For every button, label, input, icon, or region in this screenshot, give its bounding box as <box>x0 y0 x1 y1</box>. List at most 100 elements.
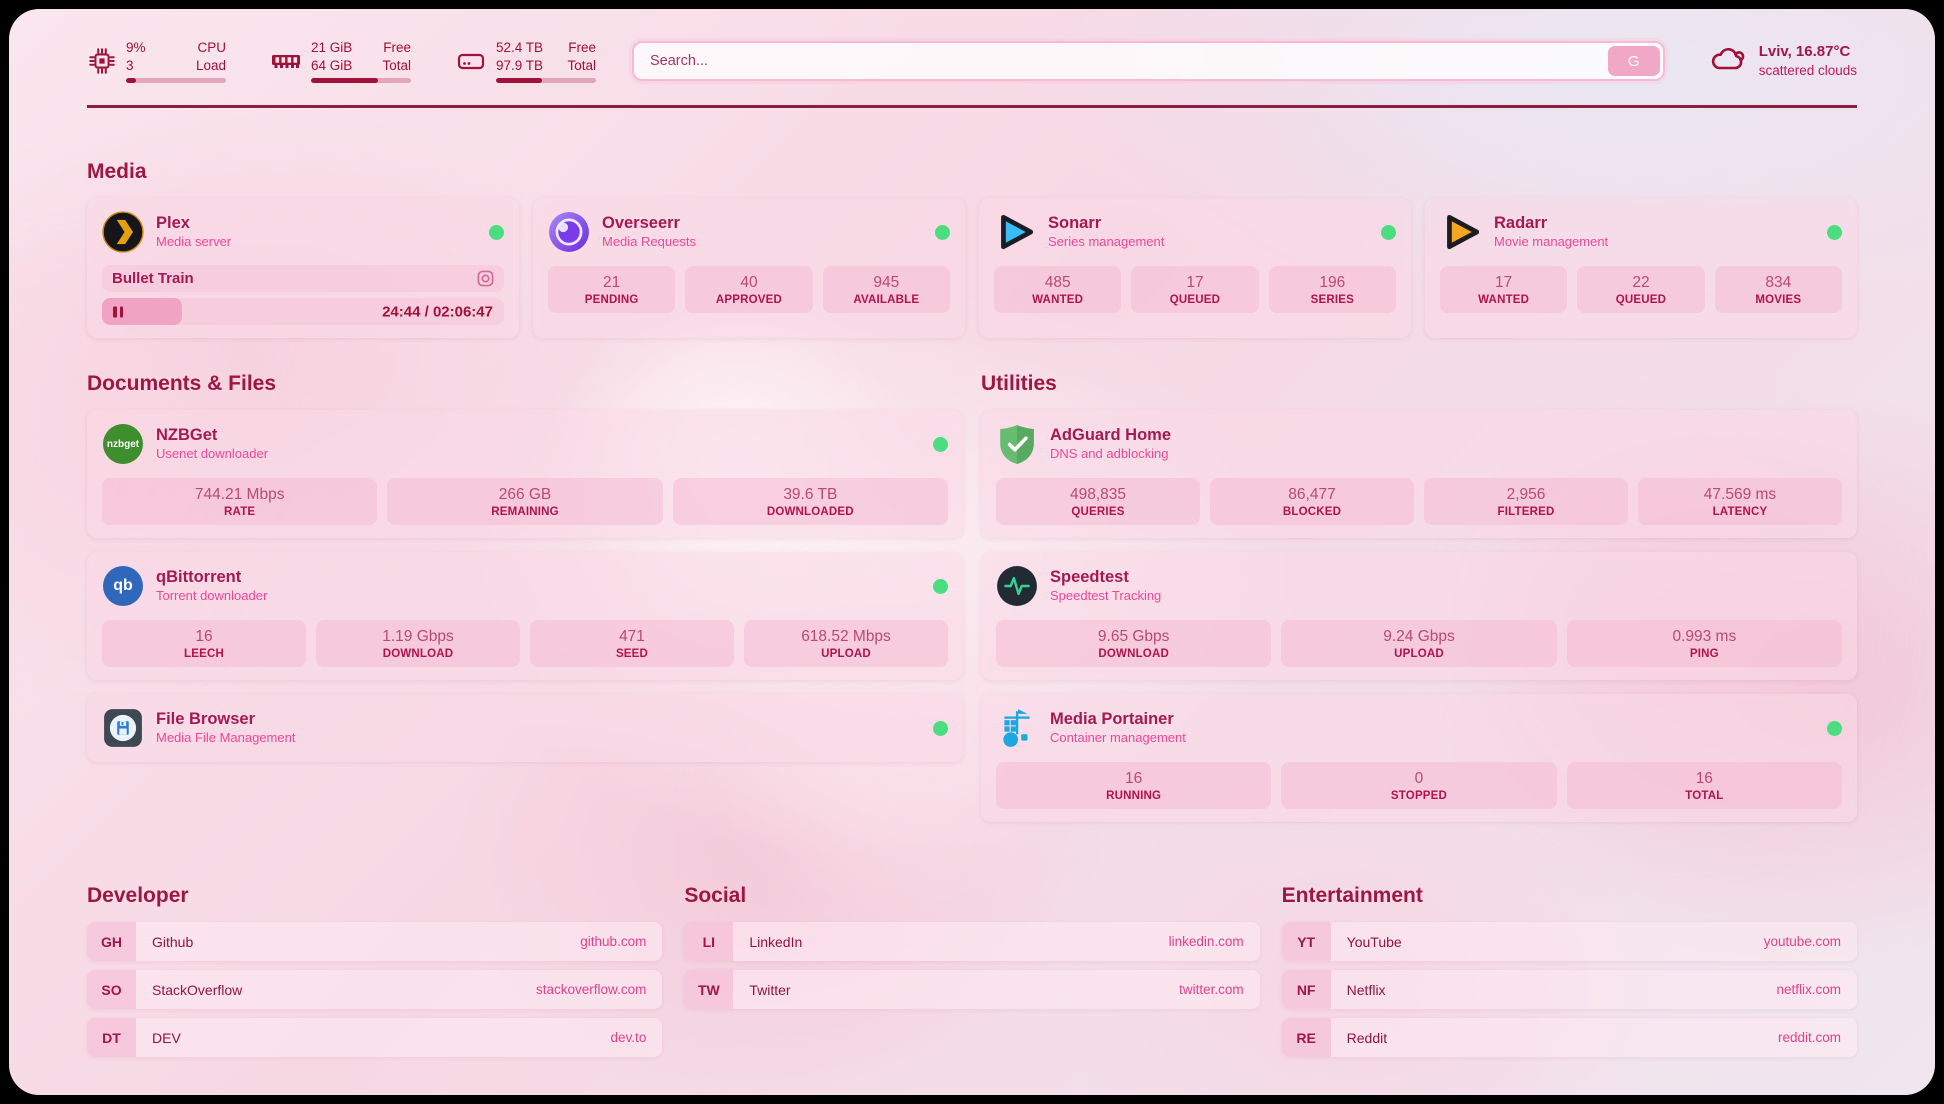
service-card-sonarr[interactable]: Sonarr Series management 485 WANTED 17 Q… <box>979 198 1411 339</box>
stat-upload: 9.24 Gbps UPLOAD <box>1281 620 1557 668</box>
bookmark-url: youtube.com <box>1763 934 1841 950</box>
cloud-icon <box>1709 44 1747 79</box>
section-documents-files: Documents & Files nzbget NZBGet Usenet d… <box>87 372 963 822</box>
service-card-portainer[interactable]: Media Portainer Container management 16 … <box>981 694 1857 823</box>
bookmark-name: StackOverflow <box>152 981 243 998</box>
nzbget-icon: nzbget <box>102 423 144 465</box>
media-type-icon <box>477 270 494 287</box>
status-dot <box>933 720 948 736</box>
weather-widget[interactable]: Lviv, 16.87°C scattered clouds <box>1709 42 1857 80</box>
section-title-documents: Documents & Files <box>87 372 277 396</box>
memory-free-value: 21 GiB <box>311 40 353 55</box>
stat-queued: 17 QUEUED <box>1131 266 1259 314</box>
service-card-adguard[interactable]: AdGuard Home DNS and adblocking 498,835 … <box>981 410 1857 539</box>
memory-icon <box>270 48 302 74</box>
service-description: Speedtest Tracking <box>1050 588 1162 604</box>
weather-location-temp: Lviv, 16.87°C <box>1758 42 1851 60</box>
portainer-icon <box>996 707 1038 749</box>
bookmark-youtube[interactable]: YT YouTube youtube.com <box>1281 922 1857 962</box>
bookmark-name: Reddit <box>1346 1029 1388 1046</box>
section-title-entertainment: Entertainment <box>1281 884 1423 908</box>
service-name: Media Portainer <box>1050 709 1174 728</box>
stat-leech: 16 LEECH <box>102 620 306 668</box>
status-dot <box>933 578 948 594</box>
service-card-radarr[interactable]: Radarr Movie management 17 WANTED 22 QUE… <box>1425 198 1857 339</box>
cpu-progress-bar <box>126 78 226 84</box>
service-name: AdGuard Home <box>1050 425 1172 444</box>
search-input[interactable] <box>634 43 1605 80</box>
header-divider <box>87 105 1857 109</box>
stat-stopped: 0 STOPPED <box>1281 762 1557 810</box>
bookmark-linkedin[interactable]: LI LinkedIn linkedin.com <box>684 922 1260 962</box>
section-title-media: Media <box>87 160 147 184</box>
cpu-load-value: 3 <box>126 57 134 73</box>
service-name: qBittorrent <box>156 567 242 586</box>
bookmark-abbr: NF <box>1281 970 1331 1010</box>
service-name: Sonarr <box>1048 213 1102 232</box>
now-playing-row: Bullet Train <box>102 265 504 293</box>
bookmark-group-entertainment: Entertainment YT YouTube youtube.com NF … <box>1281 884 1857 1058</box>
bookmark-url: github.com <box>580 934 647 950</box>
disk-progress-bar <box>496 78 596 84</box>
service-description: Usenet downloader <box>156 446 269 462</box>
stat-pending: 21 PENDING <box>548 266 676 314</box>
search-provider-button[interactable]: G <box>1607 46 1660 77</box>
adguard-icon <box>996 423 1038 465</box>
playback-progress-bar[interactable]: 24:44 / 02:06:47 <box>102 298 504 326</box>
sonarr-icon <box>994 211 1036 253</box>
bookmark-stackoverflow[interactable]: SO StackOverflow stackoverflow.com <box>87 970 663 1010</box>
service-description: Media File Management <box>156 730 296 746</box>
plex-icon <box>102 211 144 253</box>
playback-time: 24:44 / 02:06:47 <box>382 303 493 321</box>
cpu-usage-value: 9% <box>126 40 146 55</box>
service-description: Container management <box>1050 730 1186 746</box>
stat-queries: 498,835 QUERIES <box>996 478 1200 526</box>
bookmark-url: reddit.com <box>1777 1030 1841 1046</box>
service-card-overseerr[interactable]: Overseerr Media Requests 21 PENDING 40 A… <box>533 198 965 339</box>
service-card-plex[interactable]: Plex Media server Bullet Train <box>87 198 519 339</box>
cpu-load-label: Load <box>195 57 226 73</box>
service-card-speedtest[interactable]: Speedtest Speedtest Tracking 9.65 Gbps D… <box>981 552 1857 681</box>
bookmark-name: YouTube <box>1346 933 1402 950</box>
speedtest-icon <box>996 565 1038 607</box>
status-dot <box>489 224 504 240</box>
qbittorrent-icon: qb <box>102 565 144 607</box>
bookmark-abbr: LI <box>684 922 734 962</box>
section-title-social: Social <box>684 884 747 908</box>
stat-approved: 40 APPROVED <box>685 266 813 314</box>
service-description: Torrent downloader <box>156 588 268 604</box>
bookmark-github[interactable]: GH Github github.com <box>87 922 663 962</box>
service-name: Speedtest <box>1050 567 1129 586</box>
bookmark-reddit[interactable]: RE Reddit reddit.com <box>1281 1018 1857 1058</box>
service-card-qbittorrent[interactable]: qb qBittorrent Torrent downloader 16 LEE… <box>87 552 963 681</box>
status-dot <box>933 436 948 452</box>
stat-wanted: 485 WANTED <box>994 266 1122 314</box>
stat-running: 16 RUNNING <box>996 762 1272 810</box>
bookmark-netflix[interactable]: NF Netflix netflix.com <box>1281 970 1857 1010</box>
bookmark-dev[interactable]: DT DEV dev.to <box>87 1018 663 1058</box>
stat-movies: 834 MOVIES <box>1714 266 1842 314</box>
disk-free-value: 52.4 TB <box>496 40 544 55</box>
bookmark-url: dev.to <box>610 1030 647 1046</box>
filebrowser-icon <box>102 707 144 749</box>
service-card-filebrowser[interactable]: File Browser Media File Management <box>87 694 963 763</box>
status-dot <box>1381 224 1396 240</box>
pause-icon[interactable] <box>113 306 123 318</box>
stat-rate: 744.21 Mbps RATE <box>102 478 378 526</box>
stat-wanted: 17 WANTED <box>1440 266 1568 314</box>
service-card-nzbget[interactable]: nzbget NZBGet Usenet downloader 744.21 M… <box>87 410 963 539</box>
dashboard-window: 9% 3 CPU Load <box>9 9 1935 1095</box>
bookmark-name: Github <box>152 933 194 950</box>
bookmark-abbr: GH <box>87 922 136 962</box>
memory-free-label: Free <box>383 40 411 55</box>
memory-total-label: Total <box>382 57 411 73</box>
service-name: NZBGet <box>156 425 218 444</box>
stat-blocked: 86,477 BLOCKED <box>1210 478 1414 526</box>
bookmark-twitter[interactable]: TW Twitter twitter.com <box>684 970 1260 1010</box>
section-title-utilities: Utilities <box>981 372 1057 396</box>
service-description: Media server <box>156 234 232 250</box>
bookmark-abbr: TW <box>684 970 734 1010</box>
service-description: Media Requests <box>602 234 696 250</box>
stat-latency: 47.569 ms LATENCY <box>1638 478 1842 526</box>
stat-available: 945 AVAILABLE <box>822 266 950 314</box>
